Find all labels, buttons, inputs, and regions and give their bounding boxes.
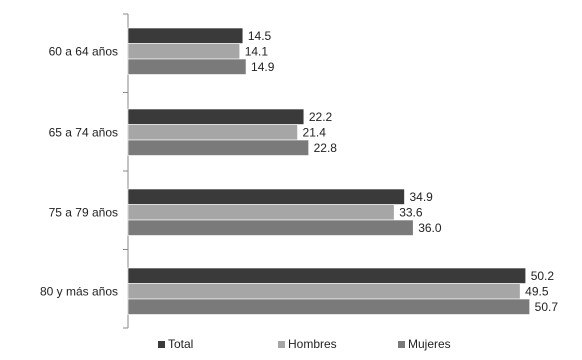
value-label-mujeres: 50.7 <box>535 300 559 314</box>
bar-total <box>127 188 405 205</box>
value-label-hombres: 14.1 <box>245 44 269 58</box>
legend: Total Hombres Mujeres <box>158 337 451 351</box>
bar-mujeres <box>127 139 309 156</box>
legend-swatch-mujeres <box>398 341 405 348</box>
value-label-mujeres: 36.0 <box>418 221 442 235</box>
value-label-mujeres: 14.9 <box>251 60 275 74</box>
legend-label-hombres: Hombres <box>288 337 337 351</box>
bar-hombres <box>127 124 298 141</box>
legend-label-mujeres: Mujeres <box>408 337 451 351</box>
bar-hombres <box>127 283 521 300</box>
value-label-hombres: 21.4 <box>303 125 327 139</box>
value-label-total: 14.5 <box>248 29 272 43</box>
labels-layer: 60 a 64 años 14.514.1 14.9 65 a 74 años 22.2… <box>40 29 558 314</box>
value-label-mujeres: 22.8 <box>314 141 338 155</box>
value-label-total: 34.9 <box>409 190 433 204</box>
bar-hombres <box>127 204 395 221</box>
legend-swatch-hombres <box>278 341 285 348</box>
axis-layer <box>123 13 129 329</box>
bar-hombres <box>127 43 241 60</box>
category-label: 65 a 74 años <box>49 125 118 139</box>
value-label-total: 50.2 <box>531 269 555 283</box>
value-label-hombres: 49.5 <box>525 284 549 298</box>
bar-total <box>127 108 305 125</box>
bars-layer <box>127 27 530 315</box>
value-label-hombres: 33.6 <box>399 205 423 219</box>
category-label: 60 a 64 años <box>49 44 118 58</box>
category-label: 80 y más años <box>40 284 118 298</box>
bar-mujeres <box>127 219 414 236</box>
bar-total <box>127 267 527 284</box>
bar-mujeres <box>127 298 530 315</box>
legend-label-total: Total <box>168 337 193 351</box>
bar-mujeres <box>127 58 247 75</box>
legend-swatch-total <box>158 341 165 348</box>
category-label: 75 a 79 años <box>49 205 118 219</box>
bar-total <box>127 27 244 44</box>
value-label-total: 22.2 <box>309 110 333 124</box>
